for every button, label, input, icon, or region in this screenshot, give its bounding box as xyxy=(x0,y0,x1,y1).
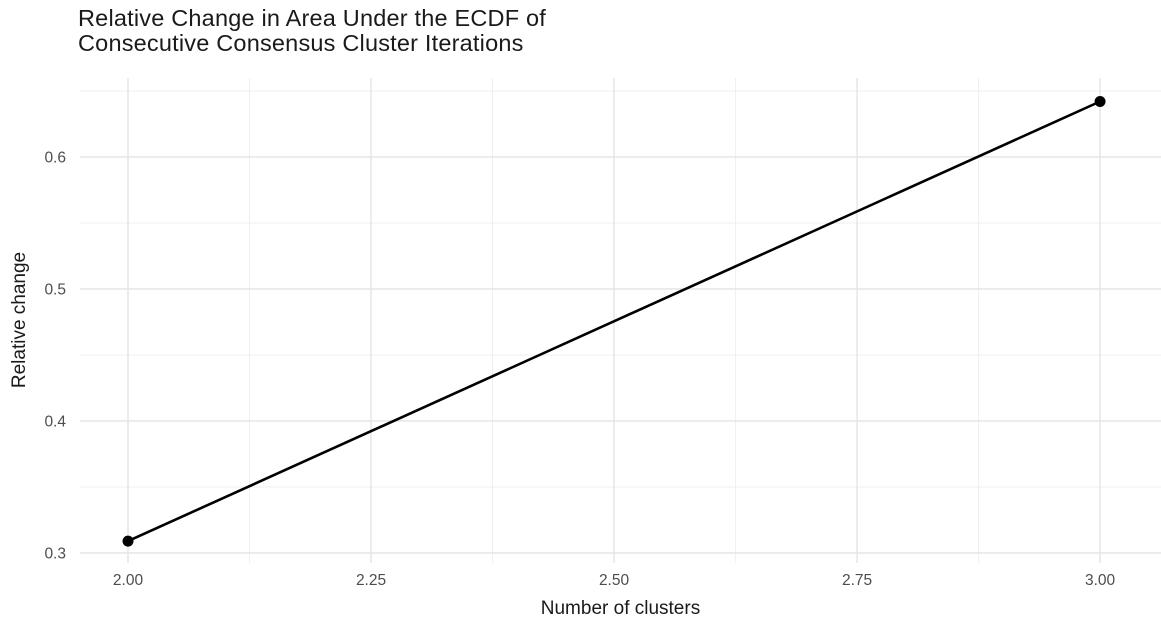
data-point xyxy=(1094,95,1106,107)
x-tick-label: 2.25 xyxy=(356,572,386,589)
x-tick-label: 2.00 xyxy=(113,572,144,589)
y-tick-label: 0.4 xyxy=(44,413,66,430)
x-tick-label: 2.75 xyxy=(842,572,872,589)
x-axis-title: Number of clusters xyxy=(540,598,701,619)
chart-title-line2: Consecutive Consensus Cluster Iterations xyxy=(78,29,524,56)
y-tick-label: 0.5 xyxy=(44,281,66,298)
x-tick-label: 3.00 xyxy=(1085,572,1116,589)
y-tick-label: 0.6 xyxy=(44,149,66,166)
series-line xyxy=(126,100,1102,543)
y-tick-label: 0.3 xyxy=(44,545,66,562)
x-tick-label: 2.50 xyxy=(599,572,630,589)
chart-title: Relative Change in Area Under the ECDF o… xyxy=(78,6,546,55)
y-axis-title: Relative change xyxy=(9,251,30,389)
data-point xyxy=(122,535,134,547)
chart-title-line1: Relative Change in Area Under the ECDF o… xyxy=(78,5,546,31)
